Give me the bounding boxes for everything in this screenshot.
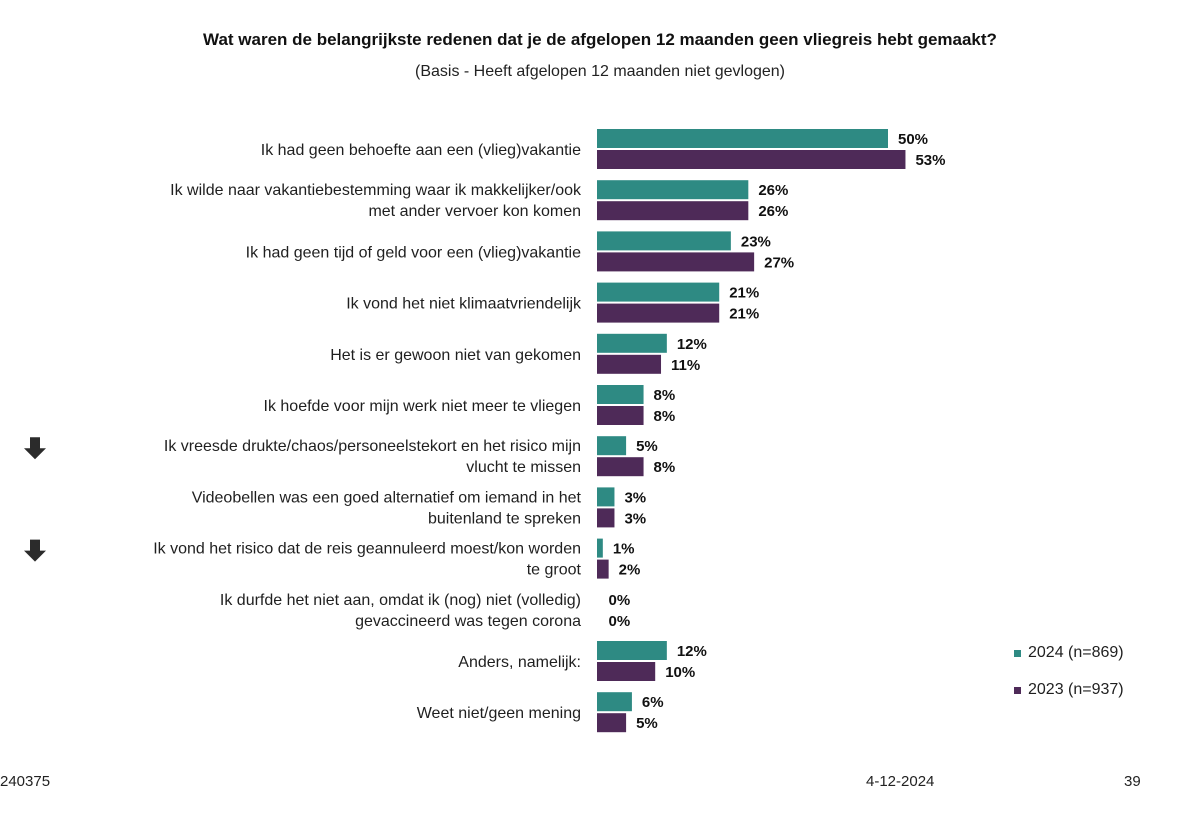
bar-0 [597,282,720,302]
category-label: Ik durfde het niet aan, omdat ik (nog) n… [220,592,581,609]
data-label: 3% [624,489,646,506]
legend-label: 2023 (n=937) [1028,681,1124,698]
bar-0 [597,333,667,353]
data-label: 27% [764,254,794,271]
category-label: Videobellen was een goed alternatief om … [192,489,582,506]
category-label: te groot [527,562,582,579]
bar-chart: Ik had geen behoefte aan een (vlieg)vaka… [24,129,1124,733]
bar-1 [597,559,609,579]
bar-1 [597,457,644,477]
bar-0 [597,180,749,200]
category-label: Ik vreesde drukte/chaos/personeelstekort… [164,438,581,455]
data-label: 8% [654,459,676,476]
bar-1 [597,713,627,733]
data-label: 1% [613,541,635,558]
data-label: 21% [729,285,759,302]
data-label: 0% [609,592,631,609]
bar-0 [597,487,615,507]
bar-0 [597,231,731,251]
legend-swatch [1014,687,1021,694]
data-label: 5% [636,715,658,732]
data-label: 8% [654,387,676,404]
bar-0 [597,641,667,660]
data-label: 3% [624,510,646,527]
data-label: 11% [671,357,700,374]
data-label: 12% [677,643,707,660]
category-label: Ik vond het niet klimaatvriendelijk [346,296,582,313]
bar-1 [597,201,749,221]
category-label: Ik had geen tijd of geld voor een (vlieg… [246,244,581,261]
data-label: 8% [654,408,676,425]
category-label: Ik hoefde voor mijn werk niet meer te vl… [264,398,581,415]
data-label: 26% [758,203,788,220]
bar-1 [597,252,755,272]
bar-0 [597,538,603,558]
down-arrow-icon [24,437,46,460]
category-label: buitenland te spreken [428,510,581,527]
category-label: Weet niet/geen mening [417,705,581,722]
chart-subtitle: (Basis - Heeft afgelopen 12 maanden niet… [414,63,785,80]
data-label: 5% [636,438,658,455]
data-label: 0% [609,613,631,630]
category-label: Ik wilde naar vakantiebestemming waar ik… [170,182,582,199]
footer-page-number: 39 [1124,773,1141,790]
data-label: 21% [729,306,759,323]
data-label: 12% [677,336,707,353]
category-label: Ik vond het risico dat de reis geannulee… [153,541,581,558]
category-label: Ik had geen behoefte aan een (vlieg)vaka… [261,142,581,159]
bar-1 [597,406,644,425]
bar-1 [597,303,720,323]
category-label: gevaccineerd was tegen corona [355,613,581,630]
data-label: 53% [915,152,945,169]
data-label: 26% [758,182,788,199]
data-label: 10% [665,664,695,681]
bar-0 [597,129,888,148]
bar-1 [597,508,615,528]
bar-0 [597,436,627,456]
bar-1 [597,662,656,681]
data-label: 50% [898,131,928,148]
legend-label: 2024 (n=869) [1028,644,1124,661]
bar-1 [597,354,662,374]
category-label: met ander vervoer kon komen [368,203,581,220]
data-label: 6% [642,694,664,711]
data-label: 2% [619,562,641,579]
legend-swatch [1014,650,1021,657]
category-label: vlucht te missen [466,459,581,476]
footer-date: 4-12-2024 [866,773,935,790]
down-arrow-icon [24,539,46,562]
bar-1 [597,150,906,169]
category-label: Het is er gewoon niet van gekomen [330,347,581,364]
bar-0 [597,692,632,712]
data-label: 23% [741,233,771,250]
footer-project-number: 240375 [0,773,51,790]
chart-title: Wat waren de belangrijkste redenen dat j… [203,30,997,49]
category-label: Anders, namelijk: [458,654,581,671]
bar-0 [597,385,644,404]
